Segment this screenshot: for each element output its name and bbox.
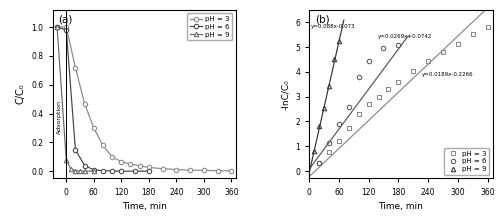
- pH = 6: [366, 60, 372, 63]
- pH = 3: [484, 26, 490, 28]
- pH = 3: [118, 160, 124, 163]
- pH = 3: [316, 162, 322, 164]
- pH = 3: [82, 102, 87, 105]
- pH = 6: [336, 123, 342, 125]
- pH = 9: [326, 85, 332, 87]
- Y-axis label: C/C₀: C/C₀: [16, 84, 26, 104]
- pH = 3: [109, 155, 115, 158]
- Text: Adsorption: Adsorption: [57, 99, 62, 134]
- pH = 9: [68, 168, 74, 170]
- pH = 3: [160, 167, 166, 170]
- Line: pH = 3: pH = 3: [317, 25, 490, 165]
- X-axis label: Time, min: Time, min: [122, 202, 166, 211]
- Text: (b): (b): [314, 15, 330, 25]
- pH = 3: [54, 26, 60, 28]
- pH = 3: [425, 60, 431, 63]
- pH = 6: [146, 170, 152, 172]
- pH = 3: [187, 169, 193, 171]
- pH = 6: [316, 162, 322, 164]
- pH = 9: [321, 106, 327, 109]
- pH = 6: [63, 29, 69, 31]
- pH = 3: [410, 70, 416, 73]
- pH = 6: [118, 170, 124, 172]
- pH = 3: [376, 95, 382, 98]
- Text: (a): (a): [58, 15, 72, 25]
- pH = 3: [72, 66, 78, 69]
- pH = 6: [100, 169, 106, 172]
- pH = 3: [63, 26, 69, 28]
- pH = 3: [228, 170, 234, 172]
- Legend: pH = 3, pH = 6, pH = 9: pH = 3, pH = 6, pH = 9: [444, 148, 489, 175]
- pH = 6: [132, 170, 138, 172]
- pH = 6: [356, 76, 362, 78]
- Line: pH = 9: pH = 9: [55, 25, 96, 173]
- Text: y=0.0189x-0.2266: y=0.0189x-0.2266: [422, 72, 474, 77]
- pH = 6: [396, 43, 402, 46]
- Text: y=0.0269x+0.0742: y=0.0269x+0.0742: [378, 34, 432, 39]
- pH = 3: [470, 33, 476, 35]
- pH = 6: [326, 141, 332, 144]
- pH = 6: [346, 105, 352, 108]
- pH = 3: [173, 168, 179, 171]
- pH = 3: [214, 169, 220, 172]
- pH = 3: [128, 163, 134, 165]
- pH = 3: [136, 165, 142, 167]
- pH = 3: [386, 88, 392, 90]
- pH = 3: [440, 50, 446, 53]
- Text: y=0.088x-0.073: y=0.088x-0.073: [311, 25, 356, 29]
- pH = 9: [72, 169, 78, 172]
- pH = 9: [54, 26, 60, 28]
- Y-axis label: -lnC/C₀: -lnC/C₀: [280, 79, 289, 110]
- pH = 3: [356, 113, 362, 115]
- Line: pH = 9: pH = 9: [312, 39, 341, 153]
- pH = 9: [63, 158, 69, 161]
- Line: pH = 6: pH = 6: [317, 42, 400, 165]
- pH = 3: [146, 166, 152, 169]
- pH = 3: [346, 127, 352, 130]
- pH = 3: [100, 144, 106, 147]
- pH = 6: [109, 170, 115, 172]
- pH = 9: [331, 58, 337, 60]
- pH = 9: [82, 170, 87, 172]
- Legend: pH = 3, pH = 6, pH = 9: pH = 3, pH = 6, pH = 9: [187, 13, 232, 40]
- pH = 9: [91, 170, 97, 172]
- pH = 9: [77, 170, 83, 172]
- Line: pH = 6: pH = 6: [55, 25, 151, 173]
- X-axis label: Time, min: Time, min: [378, 202, 424, 211]
- pH = 6: [82, 164, 87, 167]
- pH = 9: [311, 150, 317, 152]
- pH = 9: [316, 124, 322, 127]
- pH = 6: [91, 169, 97, 171]
- pH = 3: [91, 127, 97, 129]
- pH = 6: [54, 26, 60, 28]
- pH = 3: [366, 103, 372, 105]
- pH = 3: [201, 169, 207, 172]
- Line: pH = 3: pH = 3: [55, 25, 234, 173]
- pH = 6: [72, 148, 78, 151]
- pH = 9: [336, 40, 342, 42]
- pH = 3: [326, 151, 332, 154]
- pH = 3: [336, 140, 342, 143]
- pH = 3: [455, 43, 461, 45]
- pH = 6: [380, 47, 386, 50]
- pH = 3: [396, 80, 402, 83]
